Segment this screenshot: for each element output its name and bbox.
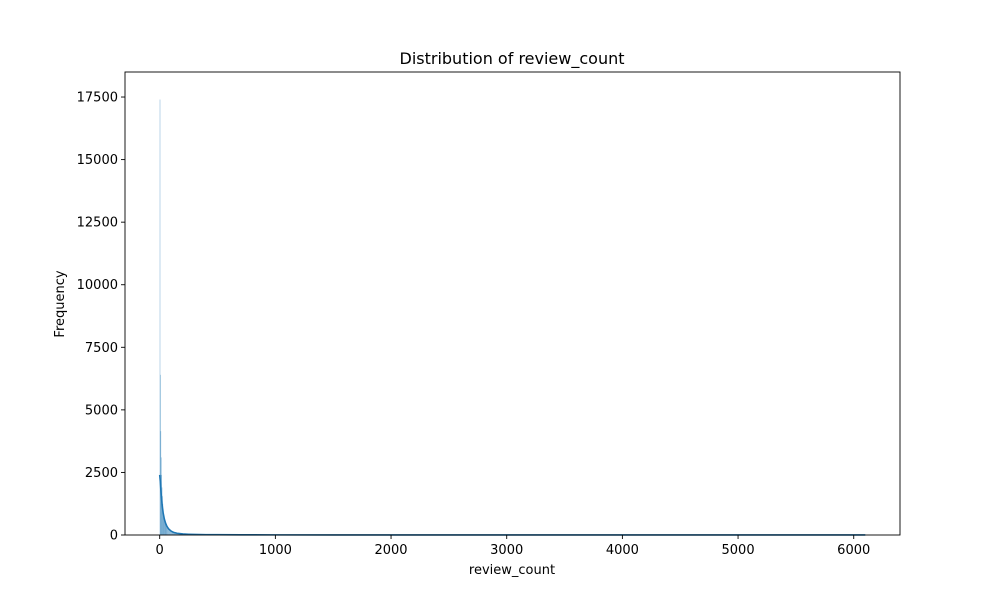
- x-tick-label: 3000: [490, 543, 523, 558]
- x-tick-label: 2000: [374, 543, 407, 558]
- histogram-bar: [164, 521, 166, 535]
- histogram-bar: [165, 523, 166, 535]
- y-tick-label: 0: [110, 529, 118, 544]
- histogram-bar: [166, 525, 167, 535]
- x-axis-label: review_count: [469, 563, 555, 578]
- histogram-bar: [162, 503, 164, 535]
- histogram-bar: [170, 531, 172, 535]
- histogram-bar: [163, 512, 164, 535]
- y-tick-label: 2500: [85, 466, 118, 481]
- histogram-bar: [175, 533, 179, 535]
- histogram-bar: [164, 519, 166, 535]
- y-tick-label: 7500: [85, 341, 118, 356]
- histogram-bar: [161, 487, 163, 535]
- y-tick-label: 10000: [77, 278, 118, 293]
- plot-area-frame: [124, 71, 901, 536]
- x-tick-label: 6000: [837, 543, 870, 558]
- histogram-bar: [162, 496, 163, 535]
- x-tick-label: 0: [156, 543, 164, 558]
- x-tick-label: 1000: [259, 543, 292, 558]
- histogram-bar: [162, 508, 164, 535]
- histogram-bar: [166, 527, 168, 535]
- x-axis-ticks: 0 1000 2000 3000 4000 5000 6000: [156, 535, 870, 558]
- histogram-bar: [167, 528, 169, 535]
- x-tick-label: 4000: [606, 543, 639, 558]
- histogram-bar: [164, 517, 165, 535]
- histogram-bar: [163, 515, 165, 535]
- chart-title: Distribution of review_count: [400, 49, 625, 69]
- histogram-bar: [173, 532, 176, 535]
- y-tick-label: 5000: [85, 403, 118, 418]
- histogram-bar: [165, 524, 167, 535]
- histogram-bar: [166, 526, 168, 535]
- histogram-bar: [171, 531, 174, 535]
- histogram-bar: [159, 99, 161, 536]
- y-tick-label: 12500: [77, 216, 118, 231]
- y-tick-label: 17500: [77, 91, 118, 106]
- x-tick-label: 5000: [722, 543, 755, 558]
- y-axis-ticks: 0 2500 5000 7500 10000 12500 15000 17500: [77, 91, 125, 544]
- y-axis-label: Frequency: [53, 270, 68, 337]
- y-tick-label: 15000: [77, 153, 118, 168]
- histogram-bar: [168, 530, 171, 535]
- histogram-bar: [160, 374, 161, 535]
